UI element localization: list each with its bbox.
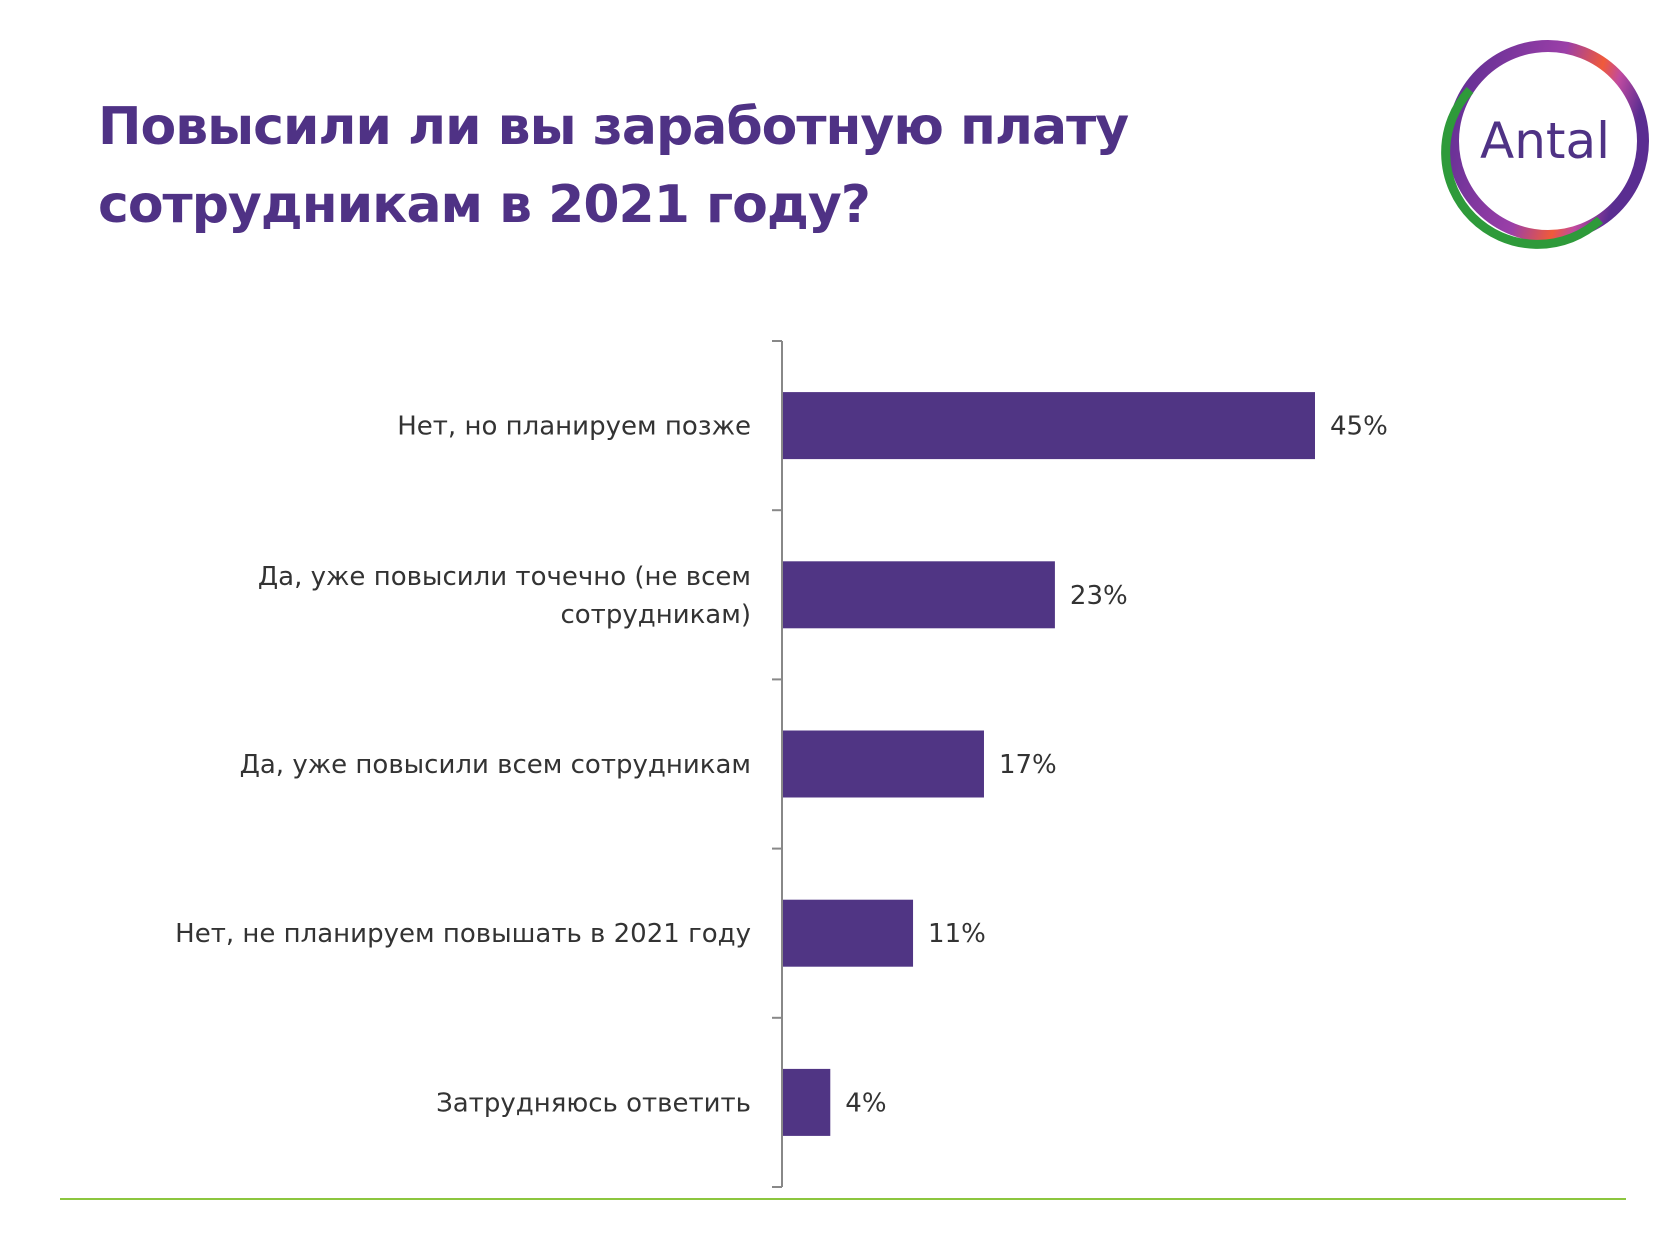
category-label: Нет, не планируем повышать в 2021 году [175,919,751,949]
data-label: 11% [928,919,986,949]
bar [783,392,1315,460]
title-line-2: сотрудникам в 2021 году? [98,175,871,235]
category-label: Да, уже повысили всем сотрудникам [240,750,751,780]
data-label: 23% [1070,581,1128,611]
category-label: Да, уже повысили точечно (не всем [258,562,751,592]
data-label: 17% [999,750,1057,780]
bar [783,899,914,967]
category-label: Затрудняюсь ответить [436,1088,751,1118]
logo-text: Antal [1480,112,1610,170]
title-line-1: Повысили ли вы заработную плату [98,97,1129,157]
page-title: Повысили ли вы заработную плату сотрудни… [98,88,1129,244]
bar [783,730,984,798]
data-label: 45% [1330,412,1388,442]
category-label: сотрудникам) [560,600,751,630]
footer-divider [60,1198,1626,1200]
antal-logo: Antal [1441,40,1649,249]
category-label: Нет, но планируем позже [397,412,751,442]
data-label: 4% [845,1088,886,1118]
bar [783,561,1055,629]
bar [783,1068,831,1136]
